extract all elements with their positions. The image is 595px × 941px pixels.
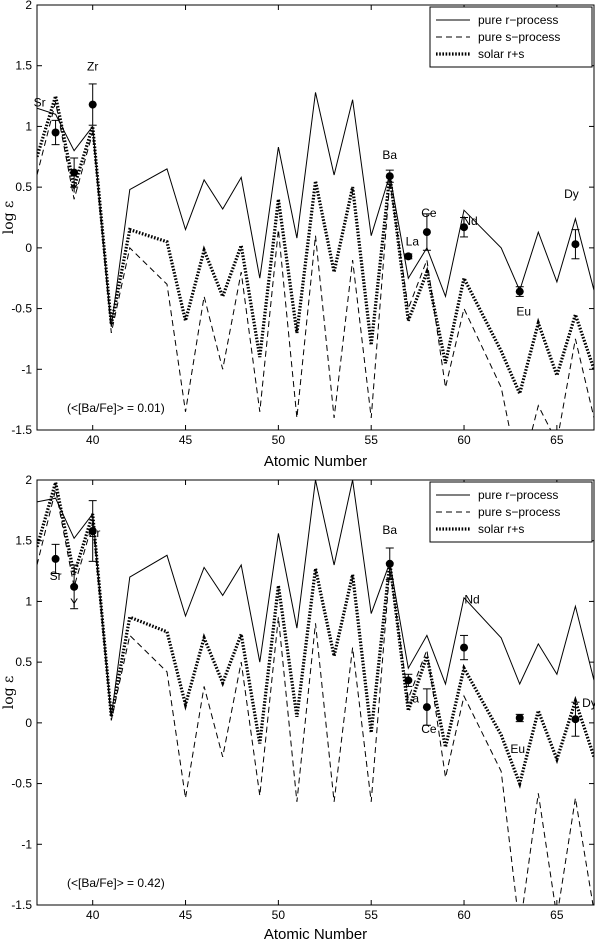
y-tick-label: 0 <box>25 716 32 730</box>
data-point <box>515 714 524 722</box>
data-point <box>460 223 469 232</box>
element-label: Sr <box>34 96 46 110</box>
element-label: Ce <box>421 206 437 220</box>
y-tick-label: 2 <box>25 473 32 487</box>
element-label: Nd <box>464 593 479 607</box>
data-point <box>70 168 79 177</box>
element-label: Zr <box>89 526 100 540</box>
y-tick-label: 1.5 <box>15 534 32 548</box>
plot-frame <box>36 4 595 431</box>
legend-label: pure r−process <box>478 488 558 502</box>
y-tick-label: -1 <box>21 837 32 851</box>
series-line-dashed <box>37 489 594 905</box>
data-point <box>571 240 580 249</box>
x-tick-label: 50 <box>272 433 286 447</box>
x-tick-label: 40 <box>86 908 100 922</box>
series-line-dotted <box>37 481 594 789</box>
x-tick-label: 50 <box>272 908 286 922</box>
series-line-solid <box>37 480 594 717</box>
y-tick-label: 1.5 <box>15 59 32 73</box>
data-point <box>422 703 431 712</box>
element-label: Sr <box>50 569 62 583</box>
element-label: Ba <box>382 523 397 537</box>
legend-label: pure r−process <box>478 13 558 27</box>
element-label: Zr <box>87 60 98 74</box>
ba-fe-annotation: (<[Ba/Fe]> = 0.42) <box>67 876 165 890</box>
data-point <box>422 228 431 237</box>
x-axis-label: Atomic Number <box>264 926 367 941</box>
chart-panel-top: 40 45 50 55 60 65 -1.5 -1 -0.5 0 0.5 1 1.5 2 Atomic Nu… <box>1 0 595 470</box>
data-point <box>385 172 394 181</box>
data-point <box>88 100 97 109</box>
data-point <box>404 252 413 261</box>
y-tick-label: 0.5 <box>15 655 32 669</box>
data-point <box>404 676 413 685</box>
plot-frame <box>36 479 595 906</box>
data-point <box>88 527 97 535</box>
y-tick-label: -1 <box>21 362 32 376</box>
x-tick-label: 55 <box>365 433 379 447</box>
data-point <box>70 582 79 591</box>
x-tick-label: 60 <box>457 908 471 922</box>
y-tick-label: 0 <box>25 241 32 255</box>
element-label: Eu <box>510 742 525 756</box>
element-label: Dy <box>564 187 579 201</box>
x-tick-label: 45 <box>179 908 193 922</box>
x-tick-label: 45 <box>179 433 193 447</box>
y-axis-label: log ε <box>1 201 17 235</box>
legend-label: solar r+s <box>478 47 524 61</box>
element-label: Nd <box>462 214 477 228</box>
x-tick-label: 60 <box>457 433 471 447</box>
element-label: Ba <box>382 148 397 162</box>
data-point <box>515 287 524 296</box>
series-line-dotted <box>37 95 594 399</box>
legend: pure r−process pure s−process solar r+s <box>429 481 593 543</box>
legend-label: pure s−process <box>478 30 560 44</box>
y-tick-label: -0.5 <box>11 302 32 316</box>
y-tick-label: -0.5 <box>11 777 32 791</box>
x-tick-label: 65 <box>550 433 564 447</box>
data-point <box>385 559 394 568</box>
chart-panel-bottom: 40 45 50 55 60 65 -1.5 -1 -0.5 0 0.5 1 1.5 2 Atomic Nu… <box>1 473 595 941</box>
x-axis-label: Atomic Number <box>264 453 367 470</box>
data-point <box>460 643 469 652</box>
ba-fe-annotation: (<[Ba/Fe]> = 0.01) <box>67 401 165 415</box>
plot-area <box>37 480 594 905</box>
series-line-dashed <box>37 101 594 430</box>
y-tick-label: 1 <box>25 119 32 133</box>
y-tick-label: -1.5 <box>11 423 32 437</box>
legend-label: solar r+s <box>478 522 524 536</box>
y-axis-label: log ε <box>1 676 17 710</box>
y-tick-label: 0.5 <box>15 180 32 194</box>
element-label: Dy <box>582 696 595 710</box>
legend-label: pure s−process <box>478 505 560 519</box>
series-line-solid <box>37 92 594 327</box>
element-label: Y <box>70 596 78 610</box>
data-point <box>571 715 580 724</box>
plot-area <box>37 83 594 430</box>
x-tick-label: 40 <box>86 433 100 447</box>
element-label: Eu <box>516 305 531 319</box>
element-label: La <box>406 691 420 705</box>
element-label: Ce <box>421 722 437 736</box>
y-tick-label: 2 <box>25 0 32 12</box>
y-tick-label: 1 <box>25 594 32 608</box>
y-tick-label: -1.5 <box>11 898 32 912</box>
element-label: La <box>406 234 420 248</box>
legend: pure r−process pure s−process solar r+s <box>429 6 593 68</box>
data-point <box>51 554 60 563</box>
data-point <box>51 128 60 137</box>
element-label: Y <box>70 182 78 196</box>
x-tick-label: 55 <box>365 908 379 922</box>
x-tick-label: 65 <box>550 908 564 922</box>
